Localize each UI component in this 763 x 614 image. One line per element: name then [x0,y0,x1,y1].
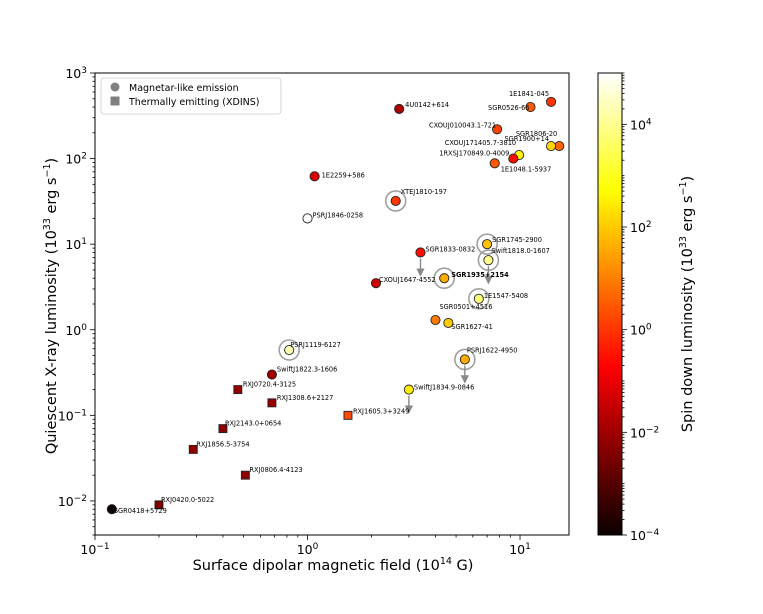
point-label: 1E1048.1-5937 [501,165,552,173]
point-label: 1E2259+586 [322,171,365,179]
point-label: SGR0526-66 [488,104,529,112]
x-tick-label: 100 [297,542,319,557]
ring-highlight [278,339,300,361]
point-label: 1E1841-045 [509,90,549,98]
ring-highlight [476,233,498,255]
point-label: 1RXSJ170849.0-4009 [439,150,509,158]
data-points [106,96,565,515]
data-point [489,158,500,169]
point-label: RXJ1856.5-3754 [196,440,249,448]
data-point [394,103,405,115]
data-point-square [233,385,243,395]
ring-highlight [468,288,490,310]
x-tick-label: 10−1 [80,542,109,557]
data-point-square [154,500,164,510]
point-label: RXJ0420.0-5022 [161,496,214,504]
colorbar [597,72,623,536]
point-label: Swift1818.0-1607 [491,247,549,255]
legend-label-square: Thermally emitting (XDINS) [128,97,259,108]
data-point-square [240,470,250,480]
data-point [482,239,493,250]
data-point [430,314,441,326]
data-point [492,124,503,135]
y-tick-label: 101 [65,237,87,252]
ring-highlight [433,267,456,290]
ring-highlights [278,190,500,371]
plot-area [94,72,570,536]
point-label: SGR1900+14 [505,135,550,143]
data-point-square [343,410,353,420]
point-label: RXJ0806.4-4123 [249,466,302,474]
data-point [284,344,295,356]
data-point [370,278,382,289]
legend-box [100,77,282,115]
point-label: RXJ2143.0+0654 [225,420,281,428]
colorbar-tick-label: 100 [630,323,652,338]
y-tick-label: 10−1 [58,408,87,423]
data-point [302,213,313,224]
y-tick-label: 103 [65,66,87,81]
legend-label-circle: Magnetar-like emission [129,83,239,94]
colorbar-tick-label: 10−4 [630,528,659,543]
y-tick-label: 102 [65,152,87,167]
point-label: SGR1806-20 [516,130,557,138]
point-label: SGR0418+5729 [114,507,167,515]
data-point [309,171,320,182]
point-label: RXJ1308.6+2127 [277,394,333,402]
upper-limit-arrows [404,258,493,414]
data-point [390,195,401,206]
data-point [473,293,484,304]
data-point [439,273,450,284]
data-point [106,504,117,515]
point-label: CXOUJ1647-4552 [379,276,436,284]
point-label: PSRJ1622-4950 [467,346,518,354]
point-label: SwiftJ1822.3-1606 [277,366,337,374]
colorbar-tick-label: 102 [630,220,652,235]
data-point-square [218,424,228,434]
point-label: RXJ1605.3+3249 [353,407,409,415]
point-label: SGR1745-2900 [492,236,542,244]
point-label: SGR0501+4516 [439,303,492,311]
point-label: SGR1833-0832 [425,245,475,253]
data-point [459,354,470,365]
legend: Magnetar-like emission Thermally emittin… [100,77,282,115]
point-label: XTEJ1810-197 [401,188,447,196]
colorbar-tick-label: 10−2 [630,425,659,440]
point-label: SGR1935+2154 [451,271,509,279]
x-axis-label: Surface dipolar magnetic field (1014 G) [193,556,474,574]
point-label: PSRJ1846-0258 [313,211,364,219]
data-point [508,153,519,164]
data-point [415,247,426,258]
point-label: SGR1627-41 [451,323,492,331]
y-tick-label: 100 [65,323,87,338]
point-labels: 4U0142+614 1E1841-045 SGR0526-66 CXOUJ01004… [114,90,557,515]
point-label: CXOUJ010043.1-721 [429,121,496,129]
point-label: CXOUJ171405.7-3810 [445,139,516,147]
data-point-square [188,444,198,454]
y-axis-label: Quiescent X-ray luminosity (1033 erg s−1… [42,158,60,454]
point-label: RXJ0720.4-3125 [243,381,296,389]
ring-highlight [384,190,407,212]
data-point [546,96,557,107]
x-tick-label: 101 [509,542,531,557]
data-point [266,369,277,380]
data-point [443,317,454,329]
y-tick-label: 10−2 [58,494,87,509]
data-point [403,384,414,395]
point-label: 1E1547-5408 [484,292,528,300]
legend-circle-icon [110,82,120,92]
axis-ticks: 10−1 100 101 10−2 10−1 100 101 102 103 [58,66,531,557]
data-point [483,255,494,266]
data-point [546,141,557,152]
colorbar-ticks: 10−4 10−2 100 102 104 [622,72,659,543]
data-point [525,102,536,113]
colorbar-tick-label: 104 [630,117,652,132]
colorbar-label: Spin down luminosity (1033 erg s−1) [678,176,696,432]
point-label: SwiftJ1834.9-0846 [414,384,474,392]
legend-square-icon [110,96,120,106]
point-label: 4U0142+614 [405,101,449,109]
point-label: PSRJ1119-6127 [290,341,341,349]
data-point-square [267,398,277,408]
